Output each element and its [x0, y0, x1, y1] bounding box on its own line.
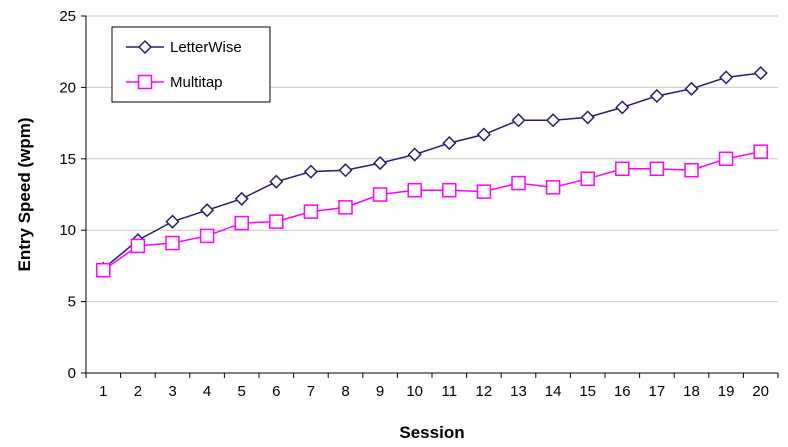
y-tick-label: 20 — [59, 79, 76, 96]
data-point — [580, 110, 595, 125]
data-point — [407, 147, 422, 162]
data-point — [649, 88, 664, 104]
data-point — [303, 204, 319, 219]
x-tick-label: 17 — [649, 383, 666, 400]
data-point — [511, 113, 526, 128]
x-tick-label: 18 — [683, 383, 700, 400]
x-tick-label: 4 — [203, 383, 211, 400]
y-axis-title: Entry Speed (wpm) — [15, 118, 34, 272]
x-tick-label: 12 — [476, 383, 493, 400]
x-tick-label: 19 — [718, 383, 735, 400]
data-point — [615, 100, 630, 115]
x-tick-label: 20 — [752, 383, 769, 400]
x-tick-label: 7 — [307, 383, 315, 400]
data-point — [373, 156, 388, 171]
data-point — [442, 136, 457, 151]
data-point — [130, 238, 146, 254]
series-line — [102, 72, 761, 270]
y-tick-label: 0 — [68, 365, 76, 382]
legend: LetterWise Multitap — [111, 26, 271, 103]
x-tick-label: 14 — [545, 383, 562, 400]
data-point — [234, 215, 249, 231]
x-tick-label: 1 — [99, 383, 107, 400]
x-tick-label: 6 — [272, 383, 280, 400]
x-tick-label: 10 — [406, 383, 423, 400]
legend-label: Multitap — [170, 74, 223, 91]
x-tick-label: 15 — [579, 383, 596, 400]
data-point — [476, 127, 491, 142]
y-tick-label: 25 — [59, 8, 76, 25]
data-point — [372, 187, 388, 202]
data-point — [511, 175, 526, 191]
data-point — [234, 191, 249, 206]
x-tick-label: 2 — [134, 383, 142, 400]
legend-label: LetterWise — [170, 39, 242, 56]
series-letterwise — [96, 66, 768, 276]
data-point — [545, 180, 561, 195]
y-tick-label: 15 — [59, 151, 76, 168]
x-axis-title: Session — [399, 423, 464, 442]
x-tick-label: 13 — [510, 383, 527, 400]
x-tick-label: 3 — [168, 383, 176, 400]
x-tick-label: 11 — [442, 383, 458, 400]
data-point — [580, 171, 595, 187]
data-point — [718, 151, 734, 167]
legend-marker — [137, 39, 153, 55]
legend-item: LetterWise — [126, 39, 242, 56]
data-point — [753, 144, 768, 159]
x-tick-label: 5 — [238, 383, 246, 400]
data-point — [753, 66, 768, 81]
y-tick-label: 10 — [59, 222, 76, 239]
data-point — [165, 235, 180, 251]
data-point — [546, 113, 561, 128]
data-point — [476, 184, 492, 199]
x-tick-label: 16 — [614, 383, 631, 400]
data-point — [649, 161, 665, 177]
data-point — [338, 200, 353, 215]
series-multitap — [96, 144, 768, 278]
legend-box — [111, 26, 271, 103]
data-point — [684, 81, 699, 96]
data-point — [684, 162, 699, 178]
data-point — [96, 262, 111, 278]
x-tick-label: 8 — [341, 383, 349, 400]
data-point — [615, 161, 630, 177]
data-point — [269, 174, 284, 189]
data-point — [200, 203, 215, 218]
y-tick-label: 5 — [68, 294, 76, 311]
data-point — [442, 182, 457, 198]
data-point — [269, 214, 284, 229]
x-tick-label: 9 — [376, 383, 384, 400]
series-group — [96, 66, 768, 278]
legend-item: Multitap — [126, 74, 223, 91]
data-point — [199, 228, 215, 244]
data-point — [719, 70, 734, 85]
data-point — [165, 214, 180, 229]
data-point — [338, 163, 353, 178]
data-point — [407, 182, 422, 198]
data-point — [303, 164, 318, 179]
legend-marker — [137, 74, 153, 90]
